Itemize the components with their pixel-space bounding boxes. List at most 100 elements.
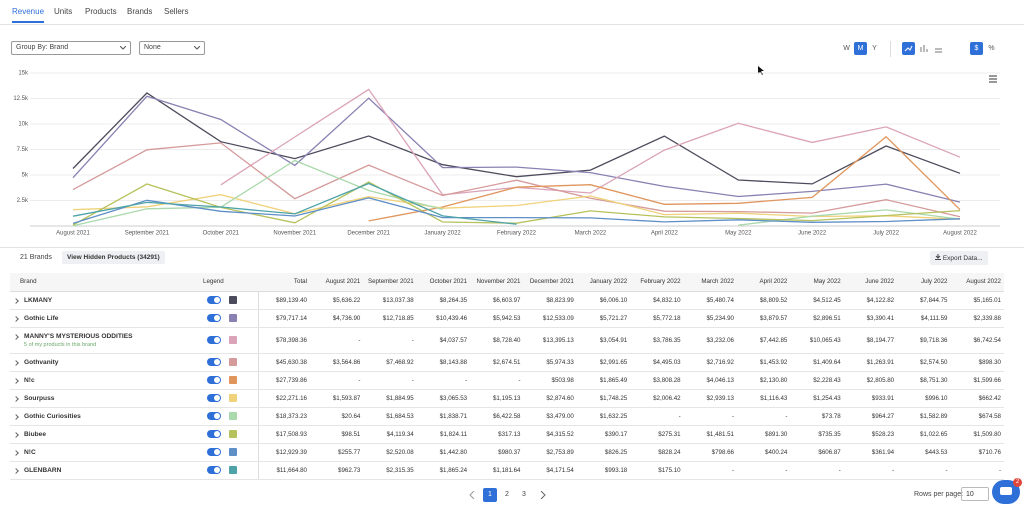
- divider: [890, 41, 891, 57]
- series-line: [72, 181, 961, 226]
- visibility-toggle[interactable]: [207, 296, 221, 304]
- page-button[interactable]: 3: [522, 491, 526, 498]
- y-tick-label: 12.5k: [13, 96, 29, 102]
- download-icon: [935, 254, 941, 260]
- month-cell: $317.13: [470, 425, 524, 444]
- legend-cell: [200, 309, 259, 328]
- chat-badge: 2: [1013, 478, 1022, 487]
- unit-button[interactable]: %: [988, 45, 995, 52]
- visibility-toggle[interactable]: [207, 358, 221, 366]
- period-button[interactable]: W: [843, 45, 850, 52]
- export-button[interactable]: Export Data...: [930, 251, 988, 265]
- rows-per-page-select[interactable]: 10: [961, 487, 989, 501]
- month-cell: $8,728.40: [470, 327, 524, 354]
- visibility-toggle[interactable]: [207, 336, 221, 344]
- month-cell: $8,823.99: [523, 291, 577, 310]
- tab[interactable]: Brands: [127, 7, 153, 16]
- month-cell: $13,395.13: [523, 327, 577, 354]
- expand-chevron[interactable]: [13, 449, 19, 456]
- month-cell: -: [363, 371, 417, 390]
- series-line: [72, 92, 961, 185]
- month-cell: $980.37: [470, 443, 524, 462]
- month-cell: $3,786.35: [630, 327, 684, 354]
- expand-chevron[interactable]: [13, 359, 19, 366]
- expand-chevron[interactable]: [13, 315, 19, 322]
- month-cell: $828.24: [630, 443, 684, 462]
- brand-row: N!c $27,739.86- - - - $503.98 $1,865.49 $3,808.…: [10, 371, 1004, 390]
- group-by-select[interactable]: Group By: Brand: [11, 41, 131, 55]
- brand-row: N!C $12,929.39 $255.77 $2,520.08 $1,442.80 $9…: [10, 443, 1004, 462]
- month-cell: $798.66: [683, 443, 737, 462]
- tab[interactable]: Products: [85, 7, 117, 16]
- prev-page[interactable]: [469, 491, 475, 499]
- expand-chevron[interactable]: [13, 297, 19, 304]
- unit-button[interactable]: $: [970, 42, 983, 55]
- month-cell: $7,844.75: [897, 291, 951, 310]
- month-cell: $2,574.50: [897, 353, 951, 372]
- expand-chevron[interactable]: [13, 467, 19, 474]
- tab[interactable]: Units: [54, 7, 73, 16]
- month-cell: $710.76: [950, 443, 1004, 462]
- month-cell: $7,442.85: [737, 327, 791, 354]
- month-cell: -: [737, 407, 791, 426]
- month-cell: $1,442.80: [416, 443, 471, 462]
- month-cell: $1,116.43: [737, 389, 791, 408]
- expand-chevron[interactable]: [13, 377, 19, 384]
- secondary-select[interactable]: None: [139, 41, 205, 55]
- expand-chevron[interactable]: [13, 413, 19, 420]
- series-line: [368, 135, 961, 222]
- visibility-toggle[interactable]: [207, 430, 221, 438]
- month-cell: $275.31: [630, 425, 684, 444]
- period-button[interactable]: M: [854, 42, 867, 55]
- stack-chart-button[interactable]: [932, 42, 945, 55]
- month-cell: $3,479.00: [523, 407, 577, 426]
- x-tick-label: August 2022: [943, 231, 977, 237]
- visibility-toggle[interactable]: [207, 466, 221, 474]
- month-cell: $1,884.95: [363, 389, 417, 408]
- month-cell: $10,065.43: [790, 327, 844, 354]
- y-tick-label: 7.5k: [17, 147, 29, 153]
- brand-count: 21 Brands: [20, 254, 52, 261]
- brand-name: N!C: [24, 448, 36, 456]
- month-cell: $4,495.03: [630, 353, 684, 372]
- month-cell: $5,234.90: [683, 309, 737, 328]
- expand-chevron[interactable]: [13, 431, 19, 438]
- tab[interactable]: Revenue: [12, 7, 45, 23]
- visibility-toggle[interactable]: [207, 394, 221, 402]
- month-cell: $6,603.97: [470, 291, 524, 310]
- x-tick-label: December 2021: [347, 231, 390, 237]
- month-cell: -: [310, 371, 364, 390]
- next-page[interactable]: [540, 491, 546, 499]
- column-header: May 2022: [790, 273, 844, 292]
- page-button[interactable]: 2: [505, 491, 509, 498]
- month-cell: $443.53: [897, 443, 951, 462]
- icon: [935, 48, 942, 53]
- period-button[interactable]: Y: [872, 45, 877, 52]
- line-chart-button[interactable]: [902, 42, 915, 55]
- month-cell: $2,339.88: [950, 309, 1004, 328]
- tab[interactable]: Sellers: [164, 7, 189, 16]
- month-cell: $4,315.52: [523, 425, 577, 444]
- visibility-toggle[interactable]: [207, 448, 221, 456]
- month-cell: $1,453.92: [737, 353, 791, 372]
- month-cell: $4,119.34: [363, 425, 417, 444]
- bar-chart-button[interactable]: [917, 42, 930, 55]
- month-cell: $933.91: [843, 389, 898, 408]
- expand-chevron[interactable]: [13, 333, 19, 340]
- page-button[interactable]: 1: [483, 488, 497, 502]
- month-cell: -: [897, 461, 951, 480]
- total-cell: $45,630.38: [258, 353, 310, 372]
- month-cell: $255.77: [310, 443, 364, 462]
- icon: [904, 45, 913, 52]
- visibility-toggle[interactable]: [207, 412, 221, 420]
- month-cell: $1,254.43: [790, 389, 844, 408]
- visibility-toggle[interactable]: [207, 376, 221, 384]
- visibility-toggle[interactable]: [207, 314, 221, 322]
- view-hidden-button[interactable]: View Hidden Products (34291): [62, 251, 165, 264]
- x-tick-label: September 2021: [125, 231, 170, 237]
- chart-menu[interactable]: [989, 75, 997, 83]
- month-cell: -: [363, 327, 417, 354]
- brand-name: Gothic Life: [24, 314, 59, 322]
- expand-chevron[interactable]: [13, 395, 19, 402]
- month-cell: $962.73: [310, 461, 364, 480]
